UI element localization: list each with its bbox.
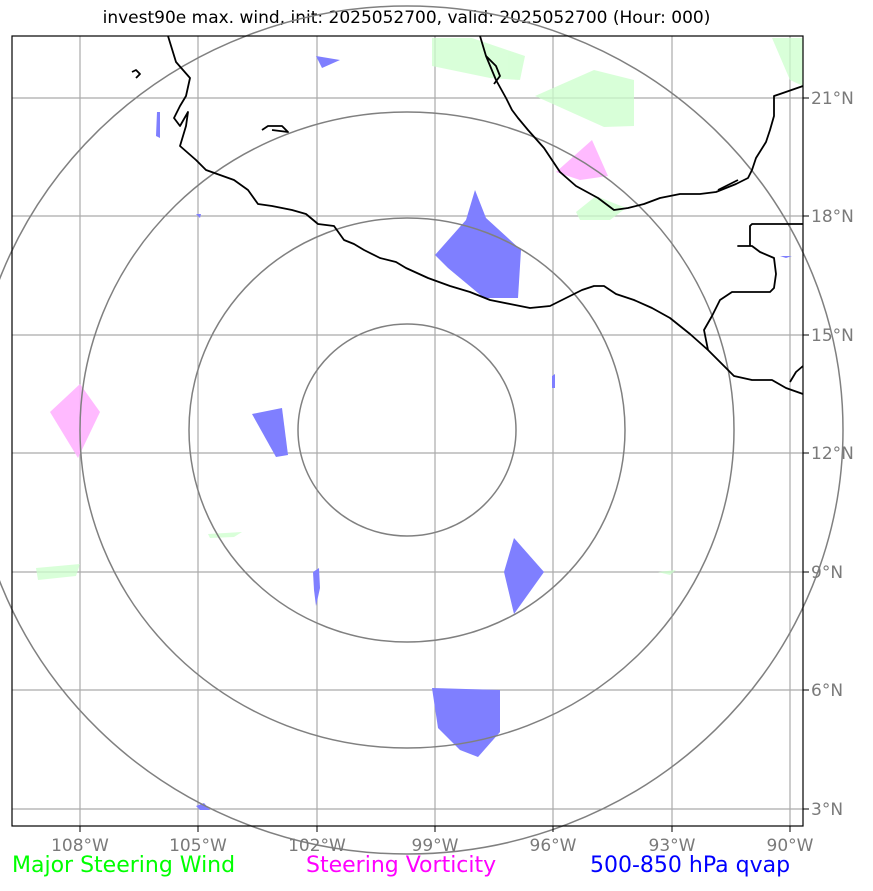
lon-label: 93°W [649,836,696,856]
coastline-guatemala [703,223,803,351]
coastline-islands [131,69,141,79]
qvap-area [316,56,340,68]
qvap-area [780,256,792,258]
lon-label: 96°W [530,836,577,856]
wind-area [36,564,80,580]
lat-label: 3°N [811,800,843,820]
coastline-central-america [789,365,804,383]
lon-label: 102°W [288,836,346,856]
lon-label: 90°W [767,836,814,856]
qvap-area [156,112,160,138]
wind-area [535,70,634,127]
coastline-gulf-inner [485,55,501,85]
legend-steering-vorticity: Steering Vorticity [306,853,497,878]
coastline-gulf [479,35,804,211]
wind-area [658,570,676,575]
lat-label: 9°N [811,563,843,583]
qvap-area [435,190,521,298]
coastline [131,35,804,395]
range-rings [0,5,844,855]
range-ring [79,111,735,749]
tick-marks [79,97,809,832]
lat-label: 21°N [811,89,854,109]
legend-major-steering-wind: Major Steering Wind [12,853,236,878]
map-plot-area [0,5,844,855]
steering-vorticity-areas [50,140,608,458]
range-ring [0,5,844,855]
wind-area [432,38,525,80]
plot-frame [11,35,804,827]
range-ring [297,323,517,537]
qvap-areas [156,56,792,810]
range-ring [188,217,626,643]
lat-label: 12°N [811,444,854,464]
lat-label: 15°N [811,326,854,346]
wind-area [772,38,803,86]
coastline-mexico-pacific [167,35,804,395]
qvap-area [504,538,544,614]
lon-label: 99°W [412,836,459,856]
lon-label: 105°W [169,836,227,856]
qvap-area [252,408,288,457]
graticule-lines [12,36,803,826]
qvap-area [196,214,201,218]
latitude-labels: 21°N 18°N 15°N 12°N 9°N 6°N 3°N [811,89,854,820]
map-title: invest90e max. wind, init: 2025052700, v… [102,8,711,28]
legend-qvap: 500-850 hPa qvap [590,853,791,878]
qvap-area [552,374,555,388]
wind-area [208,532,242,538]
qvap-area [313,568,320,606]
lon-label: 108°W [51,836,109,856]
lat-label: 18°N [811,207,854,227]
coastline-yucatan-west [717,179,739,191]
lat-label: 6°N [811,681,843,701]
major-steering-wind-areas [36,38,803,580]
qvap-area [196,803,210,810]
wind-area [576,196,626,220]
vorticity-area [50,384,100,458]
coastline-islands [261,125,289,133]
longitude-labels: 108°W 105°W 102°W 99°W 96°W 93°W 90°W [51,836,814,856]
